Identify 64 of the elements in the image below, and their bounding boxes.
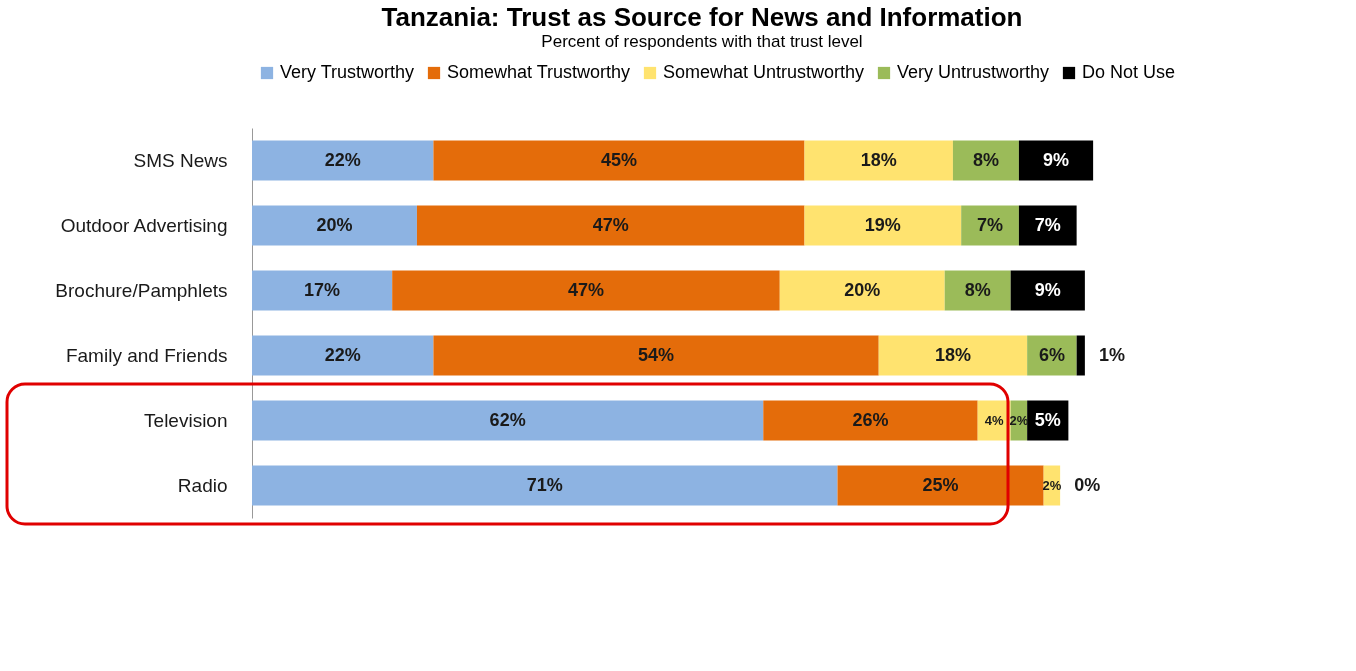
bar	[804, 205, 962, 246]
data-label: 7%	[1034, 214, 1061, 235]
data-label: 71%	[526, 474, 563, 495]
data-label: 18%	[934, 344, 971, 365]
data-label: 8%	[964, 279, 991, 300]
bar	[961, 205, 1019, 246]
bar	[1076, 335, 1085, 376]
chart-subtitle: Percent of respondents with that trust level	[541, 32, 863, 51]
legend-label: Do Not Use	[1082, 62, 1176, 82]
bar	[1018, 140, 1094, 181]
y-tick-label: Television	[144, 409, 228, 431]
data-label: 47%	[592, 214, 629, 235]
bar	[252, 465, 838, 506]
data-label: 7%	[977, 214, 1004, 235]
y-tick-label: Radio	[177, 474, 228, 496]
data-label: 4%	[984, 412, 1004, 428]
data-label: 54%	[638, 344, 675, 365]
bar	[1018, 205, 1077, 246]
data-label: 2%	[1042, 477, 1062, 493]
bar	[763, 400, 978, 441]
bar	[433, 140, 805, 181]
data-label: 62%	[489, 409, 526, 430]
legend-label: Somewhat Untrustworthy	[663, 62, 865, 82]
data-label: 20%	[316, 214, 353, 235]
bar	[252, 205, 417, 246]
data-label: 9%	[1034, 279, 1061, 300]
data-label: 22%	[324, 344, 361, 365]
y-tick-label: Outdoor Advertising	[60, 214, 228, 236]
bar	[804, 140, 953, 181]
bar	[416, 205, 805, 246]
chart-title: Tanzania: Trust as Source for News and Information	[381, 2, 1023, 32]
data-label: 9%	[1043, 149, 1070, 170]
data-label: 6%	[1038, 344, 1065, 365]
bar	[878, 335, 1028, 376]
bar	[779, 270, 945, 311]
y-tick-label: SMS News	[133, 149, 228, 171]
data-label: 8%	[972, 149, 999, 170]
data-label: 1%	[1098, 344, 1125, 365]
y-tick-label: Brochure/Pamphlets	[55, 279, 228, 301]
data-label: 22%	[324, 149, 361, 170]
data-label: 20%	[844, 279, 881, 300]
bar	[944, 270, 1011, 311]
bar	[1010, 270, 1085, 311]
data-label: 5%	[1034, 409, 1061, 430]
bar	[252, 400, 764, 441]
data-label: 17%	[304, 279, 341, 300]
data-label: 26%	[852, 409, 889, 430]
data-label: 18%	[860, 149, 897, 170]
bar	[252, 140, 434, 181]
bar	[252, 270, 393, 311]
bar	[433, 335, 879, 376]
data-label: 47%	[567, 279, 604, 300]
bar	[837, 465, 1044, 506]
data-label: 45%	[600, 149, 637, 170]
bar	[392, 270, 780, 311]
bar	[252, 335, 434, 376]
data-label: 19%	[864, 214, 901, 235]
data-label: 0%	[1074, 474, 1101, 495]
y-tick-label: Family and Friends	[65, 344, 228, 366]
legend-label: Somewhat Trustworthy	[447, 62, 631, 82]
legend-label: Very Trustworthy	[280, 62, 415, 82]
data-label: 25%	[922, 474, 959, 495]
legend-label: Very Untrustworthy	[897, 62, 1050, 82]
bar	[952, 140, 1019, 181]
